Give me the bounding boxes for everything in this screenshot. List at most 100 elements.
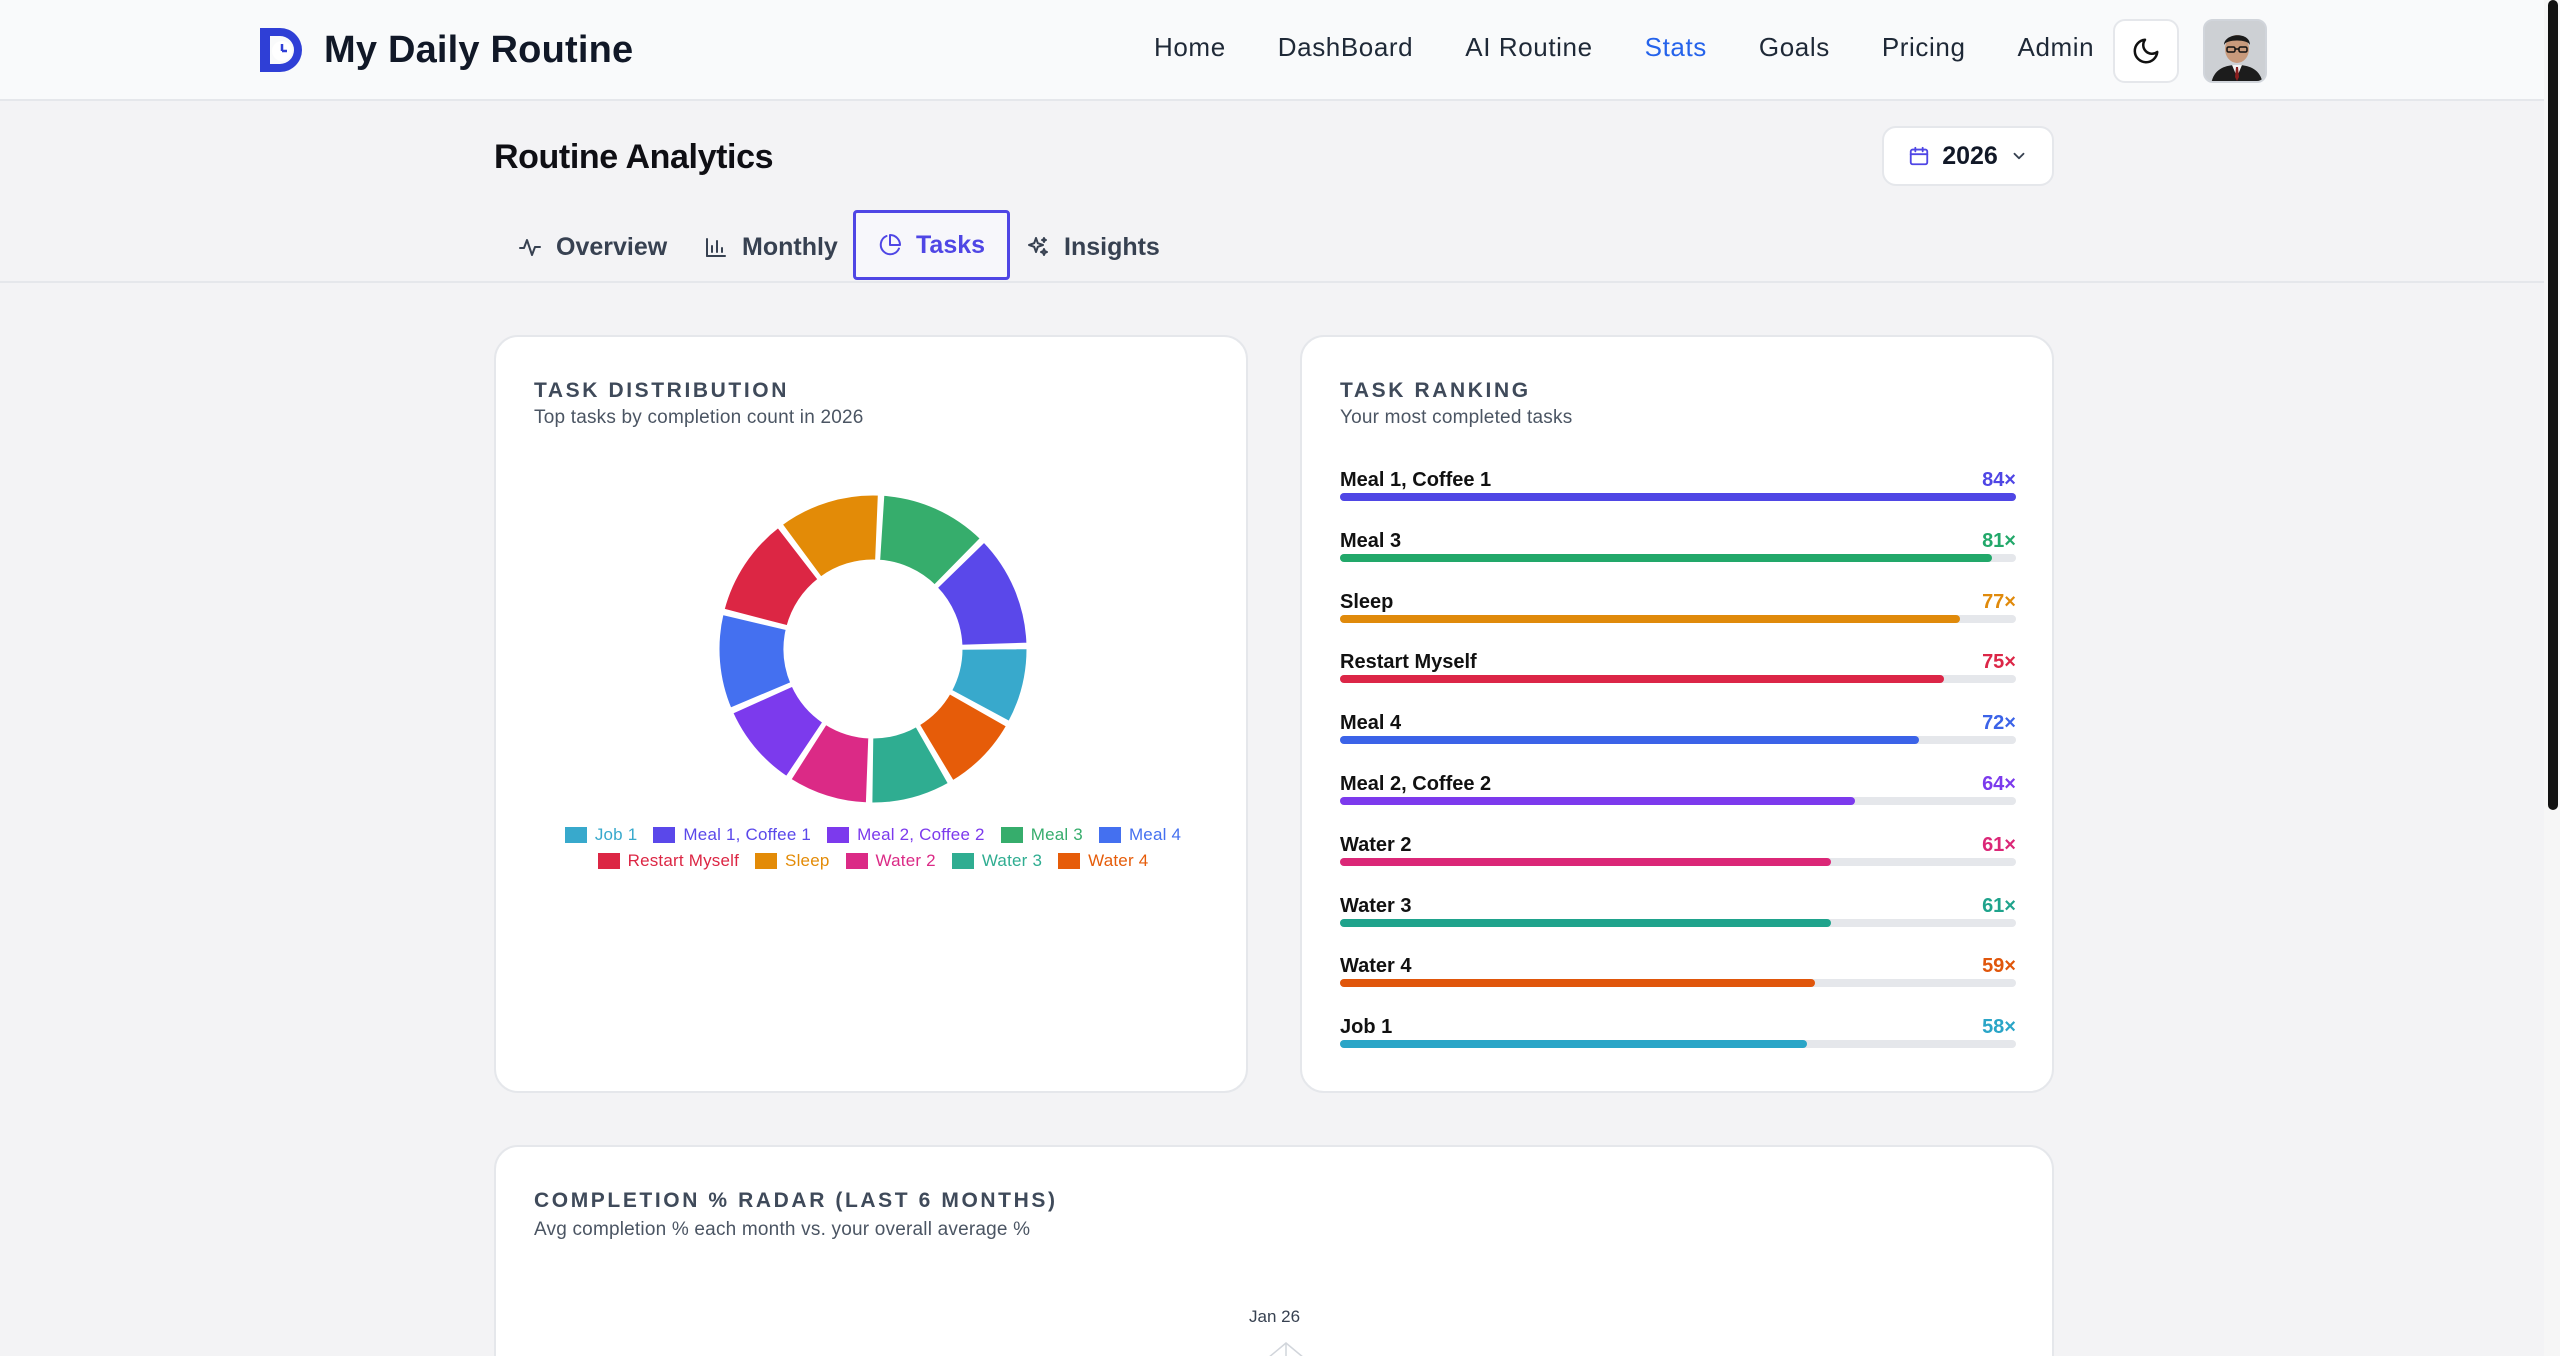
ranking-row: Meal 2, Coffee 2 64× bbox=[1340, 773, 2016, 825]
tab-tasks[interactable]: Tasks bbox=[853, 210, 1011, 280]
ranking-task-name: Meal 4 bbox=[1340, 712, 1402, 735]
nav-ai-routine[interactable]: AI Routine bbox=[1465, 32, 1593, 62]
ranking-task-count: 72× bbox=[1982, 712, 2016, 735]
legend-swatch bbox=[564, 827, 587, 843]
ranking-task-count: 61× bbox=[1982, 894, 2016, 917]
ranking-row: Water 2 61× bbox=[1340, 834, 2016, 886]
top-navbar: My Daily Routine Home DashBoard AI Routi… bbox=[0, 0, 2544, 101]
nav-admin[interactable]: Admin bbox=[2017, 32, 2095, 62]
bar-chart-icon bbox=[704, 235, 728, 259]
tab-tasks-label: Tasks bbox=[916, 230, 986, 259]
ranking-row: Sleep 77× bbox=[1340, 591, 2016, 643]
donut-slice-water-2[interactable] bbox=[787, 721, 872, 806]
ranking-row: Restart Myself 75× bbox=[1340, 651, 2016, 703]
legend-item-job-1[interactable]: Job 1 bbox=[564, 825, 638, 845]
ranking-task-name: Sleep bbox=[1340, 590, 1394, 613]
legend-swatch bbox=[845, 853, 868, 869]
legend-item-water-3[interactable]: Water 3 bbox=[951, 851, 1043, 871]
ranking-task-count: 77× bbox=[1982, 590, 2016, 613]
donut-slice-meal-3[interactable] bbox=[877, 492, 984, 589]
legend-item-water-2[interactable]: Water 2 bbox=[845, 851, 936, 871]
ranking-task-name: Water 4 bbox=[1340, 955, 1412, 978]
ranking-task-count: 81× bbox=[1982, 529, 2016, 552]
nav-pricing[interactable]: Pricing bbox=[1881, 32, 1966, 62]
chevron-down-icon bbox=[2013, 152, 2025, 160]
donut-slice-water-3[interactable] bbox=[869, 723, 952, 806]
legend-label: Meal 2, Coffee 2 bbox=[857, 825, 985, 844]
ranking-progress-fill bbox=[1340, 918, 1831, 927]
ranking-progress-fill bbox=[1340, 857, 1831, 866]
legend-swatch bbox=[1098, 827, 1121, 843]
ranking-progress-fill bbox=[1340, 493, 2016, 501]
legend-label: Restart Myself bbox=[627, 851, 740, 870]
legend-item-restart-myself[interactable]: Restart Myself bbox=[597, 851, 740, 871]
nav-stats[interactable]: Stats bbox=[1644, 32, 1707, 62]
donut-slice-job-1[interactable] bbox=[948, 646, 1030, 725]
ranking-progress-track bbox=[1340, 614, 2016, 623]
task-distribution-donut-chart bbox=[716, 492, 1030, 806]
page-scrollbar-thumb[interactable] bbox=[2548, 0, 2558, 810]
sparkles-icon bbox=[1026, 235, 1050, 259]
ranking-row: Meal 4 72× bbox=[1340, 712, 2016, 764]
radar-title: COMPLETION % RADAR (LAST 6 MONTHS) bbox=[534, 1189, 1058, 1212]
ranking-progress-fill bbox=[1340, 979, 1815, 988]
donut-slice-restart-myself[interactable] bbox=[721, 524, 822, 629]
ranking-progress-track bbox=[1340, 553, 2016, 562]
ranking-progress-fill bbox=[1340, 736, 1920, 745]
tab-monthly[interactable]: Monthly bbox=[682, 212, 860, 282]
legend-item-meal-1-coffee-1[interactable]: Meal 1, Coffee 1 bbox=[653, 825, 811, 845]
brand[interactable]: My Daily Routine bbox=[258, 24, 633, 76]
user-avatar[interactable] bbox=[2203, 19, 2267, 83]
donut-slice-meal-1-coffee-1[interactable] bbox=[933, 538, 1030, 648]
legend-item-meal-3[interactable]: Meal 3 bbox=[1000, 825, 1083, 845]
app-logo-icon bbox=[260, 28, 302, 72]
legend-label: Water 4 bbox=[1088, 851, 1149, 870]
ranking-progress-track bbox=[1340, 736, 2016, 745]
donut-slice-meal-2-coffee-2[interactable] bbox=[729, 683, 827, 780]
ranking-progress-fill bbox=[1340, 614, 1960, 623]
ranking-task-count: 64× bbox=[1982, 773, 2016, 795]
ranking-task-name: Meal 3 bbox=[1340, 529, 1402, 552]
task-ranking-title: TASK RANKING bbox=[1340, 379, 1531, 402]
analytics-tabs: Overview Monthly Tasks Insights bbox=[0, 210, 2544, 283]
tab-insights[interactable]: Insights bbox=[1004, 212, 1182, 282]
donut-slice-water-4[interactable] bbox=[916, 690, 1010, 784]
ranking-task-name: Job 1 bbox=[1340, 1016, 1393, 1039]
ranking-progress-fill bbox=[1340, 675, 1944, 684]
moon-icon bbox=[2133, 38, 2159, 64]
ranking-task-name: Meal 1, Coffee 1 bbox=[1340, 469, 1492, 491]
activity-icon bbox=[518, 235, 542, 259]
ranking-task-count: 61× bbox=[1982, 833, 2016, 856]
calendar-icon bbox=[1910, 146, 1929, 166]
legend-label: Meal 3 bbox=[1030, 825, 1083, 844]
legend-swatch bbox=[827, 827, 850, 843]
legend-label: Job 1 bbox=[594, 825, 638, 844]
donut-slice-meal-4[interactable] bbox=[716, 611, 794, 712]
ranking-task-count: 58× bbox=[1982, 1016, 2016, 1039]
donut-slice-sleep[interactable] bbox=[778, 492, 881, 581]
legend-label: Meal 4 bbox=[1128, 825, 1182, 844]
legend-item-meal-4[interactable]: Meal 4 bbox=[1098, 825, 1182, 845]
theme-toggle-button[interactable] bbox=[2113, 19, 2179, 83]
nav-home[interactable]: Home bbox=[1154, 32, 1226, 62]
task-ranking-subtitle: Your most completed tasks bbox=[1340, 407, 1573, 428]
main-nav: Home DashBoard AI Routine Stats Goals Pr… bbox=[1154, 32, 2146, 63]
legend-label: Meal 1, Coffee 1 bbox=[683, 825, 812, 844]
legend-label: Water 3 bbox=[981, 851, 1043, 870]
task-distribution-subtitle: Top tasks by completion count in 2026 bbox=[534, 407, 864, 428]
legend-item-water-4[interactable]: Water 4 bbox=[1058, 851, 1148, 871]
ranking-progress-fill bbox=[1340, 1040, 1807, 1049]
ranking-progress-track bbox=[1340, 857, 2016, 866]
legend-item-sleep[interactable]: Sleep bbox=[755, 851, 829, 871]
nav-dashboard[interactable]: DashBoard bbox=[1277, 32, 1414, 62]
radar-subtitle: Avg completion % each month vs. your ove… bbox=[534, 1219, 1031, 1240]
tab-overview[interactable]: Overview bbox=[496, 212, 689, 282]
legend-item-meal-2-coffee-2[interactable]: Meal 2, Coffee 2 bbox=[827, 825, 985, 845]
legend-swatch bbox=[1058, 853, 1081, 869]
ranking-row: Water 4 59× bbox=[1340, 955, 2016, 1007]
radar-axis-label-jan-26: Jan 26 bbox=[1249, 1307, 1301, 1326]
nav-goals[interactable]: Goals bbox=[1758, 32, 1830, 62]
ranking-task-count: 59× bbox=[1982, 955, 2016, 978]
ranking-progress-fill bbox=[1340, 553, 1992, 562]
year-select[interactable]: 2026 bbox=[1882, 126, 2054, 186]
